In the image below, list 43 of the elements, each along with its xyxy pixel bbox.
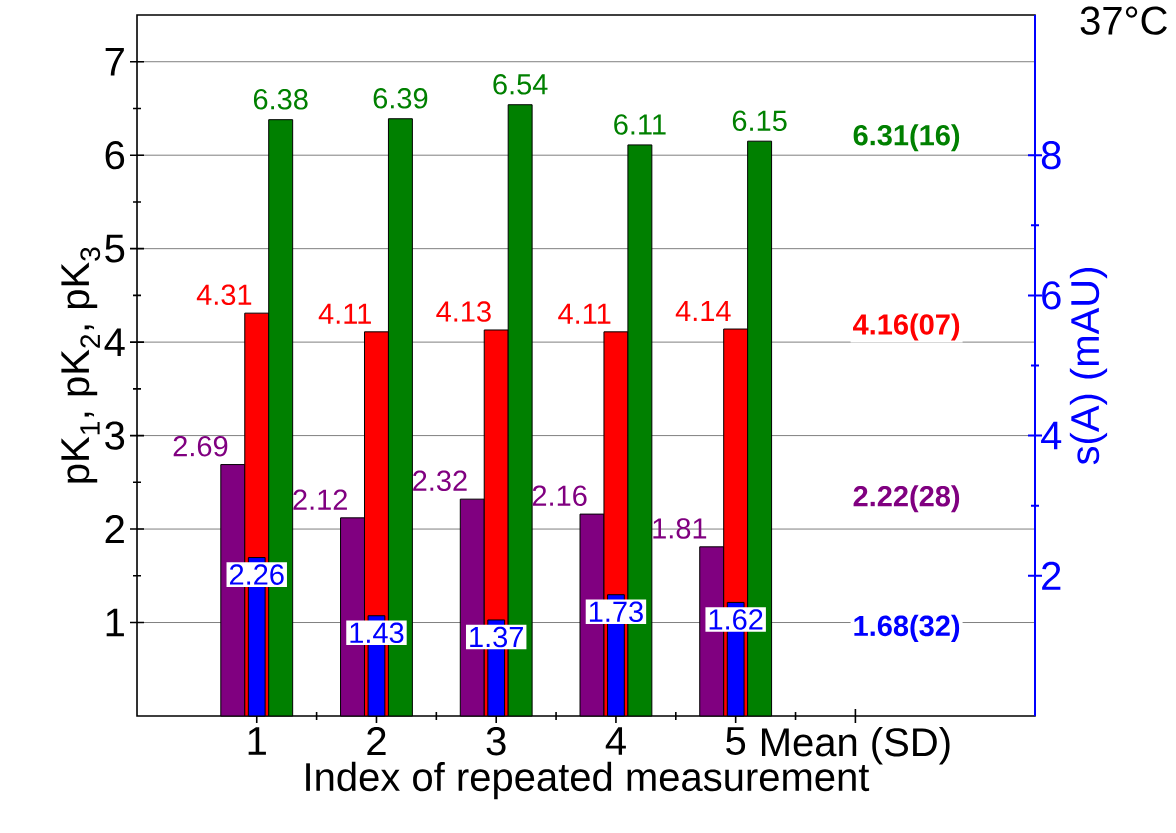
x-tick-label: 5	[726, 727, 746, 756]
y2-axis-title: s(A) (mAU)	[1069, 268, 1108, 465]
data-label: 1.43	[350, 622, 404, 644]
data-label: 2.12	[293, 489, 347, 510]
data-label: 2.32	[413, 470, 467, 492]
y-axis-title: pK$_{1}$, pK$_{2}$, pK$_{3}$	[61, 247, 101, 483]
x-tick-label: 1	[248, 727, 266, 755]
data-label: 6.54	[493, 74, 548, 95]
y-tick-label: 7	[105, 47, 124, 76]
data-label: 1.81	[653, 518, 707, 539]
data-label: 2.16	[532, 485, 587, 506]
x-tick-label: 3	[486, 727, 506, 756]
data-label: 4.11	[318, 303, 371, 324]
annotation: 2.22(28)	[853, 485, 960, 513]
data-label: 6.11	[614, 114, 666, 135]
data-label: 6.38	[253, 89, 308, 110]
x-tick-label: 4	[605, 727, 626, 755]
data-label: 6.15	[732, 110, 787, 132]
x-tick-label: 2	[367, 727, 386, 756]
annotation: 4.16(07)	[853, 313, 960, 341]
data-label: 4.31	[196, 284, 252, 306]
data-label: 2.26	[229, 564, 284, 585]
data-label: 6.39	[373, 88, 428, 109]
annotation: 1.68(32)	[854, 614, 960, 642]
data-label: 1.62	[709, 609, 763, 630]
text: 37°C	[1080, 6, 1167, 35]
data-label: 2.69	[173, 435, 228, 457]
data-label: 1.37	[470, 626, 523, 648]
y-tick-label: 4	[104, 328, 125, 356]
y2-tick-label: 8	[1041, 141, 1061, 170]
annotation: 6.31(16)	[853, 124, 960, 152]
data-label: 4.11	[558, 303, 611, 324]
y2-tick-label: 4	[1041, 421, 1062, 450]
data-label: 4.13	[436, 301, 491, 322]
y-tick-label: 3	[105, 421, 125, 450]
y-tick-label: 2	[105, 515, 124, 544]
y2-tick-label: 2	[1042, 561, 1061, 590]
data-label: 1.73	[589, 601, 643, 623]
y-tick-label: 6	[105, 141, 125, 170]
y-tick-label: 1	[106, 608, 124, 637]
y2-tick-label: 6	[1042, 281, 1061, 310]
data-label: 4.14	[675, 300, 731, 321]
y-tick-label: 5	[105, 234, 125, 263]
